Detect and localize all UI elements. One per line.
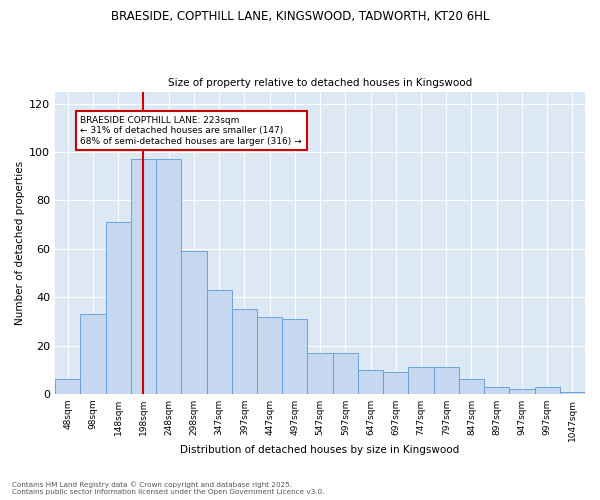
Bar: [131, 160, 156, 394]
Y-axis label: Number of detached properties: Number of detached properties: [15, 160, 25, 325]
Bar: [307, 353, 332, 394]
Bar: [509, 389, 535, 394]
Bar: [257, 316, 282, 394]
Bar: [80, 314, 106, 394]
Bar: [282, 319, 307, 394]
Text: BRAESIDE COPTHILL LANE: 223sqm
← 31% of detached houses are smaller (147)
68% of: BRAESIDE COPTHILL LANE: 223sqm ← 31% of …: [80, 116, 302, 146]
Title: Size of property relative to detached houses in Kingswood: Size of property relative to detached ho…: [168, 78, 472, 88]
Bar: [434, 368, 459, 394]
Bar: [206, 290, 232, 394]
Bar: [156, 160, 181, 394]
Text: Contains HM Land Registry data © Crown copyright and database right 2025.
Contai: Contains HM Land Registry data © Crown c…: [12, 482, 325, 495]
Bar: [383, 372, 409, 394]
Bar: [232, 310, 257, 394]
Bar: [358, 370, 383, 394]
Bar: [535, 386, 560, 394]
Bar: [459, 380, 484, 394]
X-axis label: Distribution of detached houses by size in Kingswood: Distribution of detached houses by size …: [181, 445, 460, 455]
Bar: [181, 251, 206, 394]
Bar: [106, 222, 131, 394]
Bar: [332, 353, 358, 394]
Text: BRAESIDE, COPTHILL LANE, KINGSWOOD, TADWORTH, KT20 6HL: BRAESIDE, COPTHILL LANE, KINGSWOOD, TADW…: [111, 10, 489, 23]
Bar: [55, 380, 80, 394]
Bar: [560, 392, 585, 394]
Bar: [409, 368, 434, 394]
Bar: [484, 386, 509, 394]
